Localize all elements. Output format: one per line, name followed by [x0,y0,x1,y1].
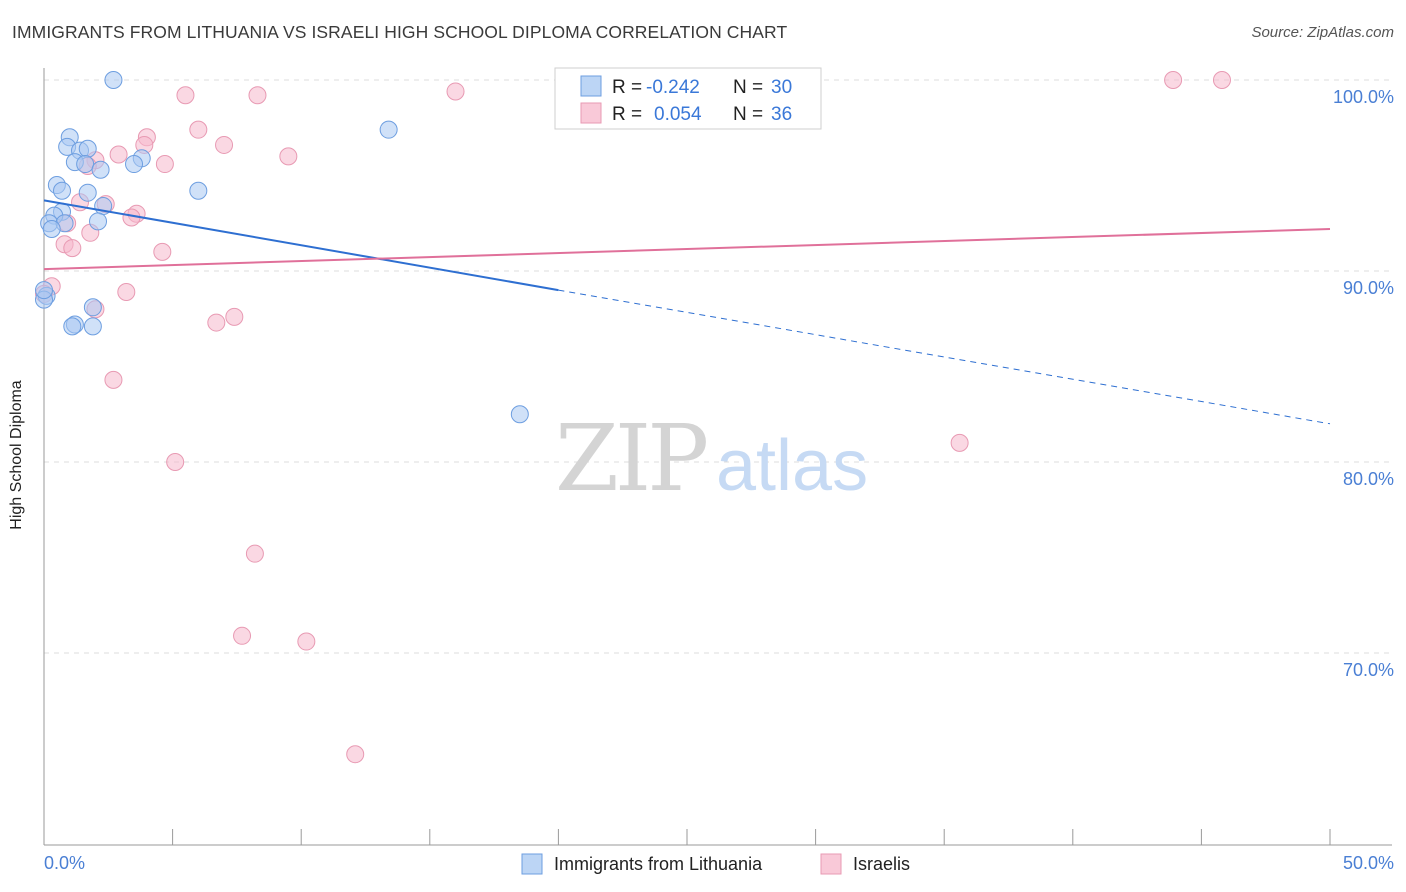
watermark-zip: ZIP [555,405,706,512]
israelis-point [153,242,172,261]
lithuania-point [83,317,102,336]
trendline-lithuania [43,199,559,292]
israelis-point [166,453,185,471]
axes [43,68,1392,846]
y-tick-label: 80.0% [1343,469,1394,489]
israelis-point [117,283,136,302]
lithuania-point [53,181,72,200]
israelis-point [446,82,465,101]
israelis-point [233,626,252,645]
stats-r-label-lithuania: R = [612,77,642,98]
stats-n-value-lithuania: 30 [771,77,792,98]
stats-r-value-israelis: 0.054 [654,104,702,125]
israelis-point [1164,71,1183,89]
israelis-point [207,313,226,332]
lithuania-points [35,71,529,424]
lithuania-point [35,281,53,300]
lithuania-point [91,160,110,179]
lithuania-point [379,120,398,139]
stats-n-label-israelis: N = [733,104,763,125]
israelis-point [104,370,123,389]
x-tick-label-max: 50.0% [1343,853,1394,873]
lithuania-point [83,298,102,317]
legend-swatch-lithuania[interactable] [521,853,543,875]
y-tick-label: 100.0% [1333,87,1394,107]
chart-title: IMMIGRANTS FROM LITHUANIA VS ISRAELI HIG… [12,22,788,42]
israelis-point [63,239,82,258]
watermark-atlas: atlas [716,426,868,506]
y-tick-label: 70.0% [1343,660,1394,680]
y-tick-label: 90.0% [1343,278,1394,298]
stats-n-value-israelis: 36 [771,104,792,125]
israelis-point [109,145,128,164]
stats-r-value-lithuania: -0.242 [646,77,700,98]
trendline-israelis [43,227,1331,271]
stats-legend: R = -0.242 N = 30 R = 0.054 N = 36 [554,67,822,130]
y-tick-labels: 100.0% 90.0% 80.0% 70.0% [1333,87,1394,680]
stats-legend-swatch-israelis [580,102,602,124]
stats-legend-swatch-lithuania [580,75,602,97]
legend-label-israelis[interactable]: Israelis [853,854,910,874]
israelis-point [189,120,208,139]
lithuania-point [78,183,97,202]
israelis-point [346,745,365,764]
lithuania-point [125,155,144,174]
legend-swatch-israelis[interactable] [820,853,842,875]
israelis-point [279,147,298,166]
israelis-point [155,155,174,174]
trendline-lithuania-extension [558,289,1331,425]
lithuania-point [189,181,208,200]
israelis-point [1212,71,1231,89]
israelis-point [950,433,969,452]
israelis-point [248,86,267,105]
stats-n-label-lithuania: N = [733,77,763,98]
lithuania-point [76,155,95,174]
x-tick-label-min: 0.0% [44,853,85,873]
gridlines [44,79,1392,654]
series-legend: Immigrants from Lithuania Israelis [521,853,910,875]
lithuania-point [78,139,97,158]
lithuania-point [104,71,123,89]
israelis-point [297,632,316,651]
x-ticks [172,829,1331,845]
lithuania-point [510,405,529,424]
lithuania-point [42,219,61,238]
legend-label-lithuania[interactable]: Immigrants from Lithuania [554,854,763,874]
stats-r-label-israelis: R = [612,104,642,125]
israelis-point [225,307,244,326]
lithuania-point [89,212,108,231]
trendlines [43,199,1331,425]
source-label: Source: ZipAtlas.com [1251,24,1394,41]
watermark: ZIP atlas [555,405,868,512]
lithuania-point [63,317,82,336]
israelis-point [245,544,264,563]
israelis-point [176,86,195,105]
israelis-point [215,135,234,154]
